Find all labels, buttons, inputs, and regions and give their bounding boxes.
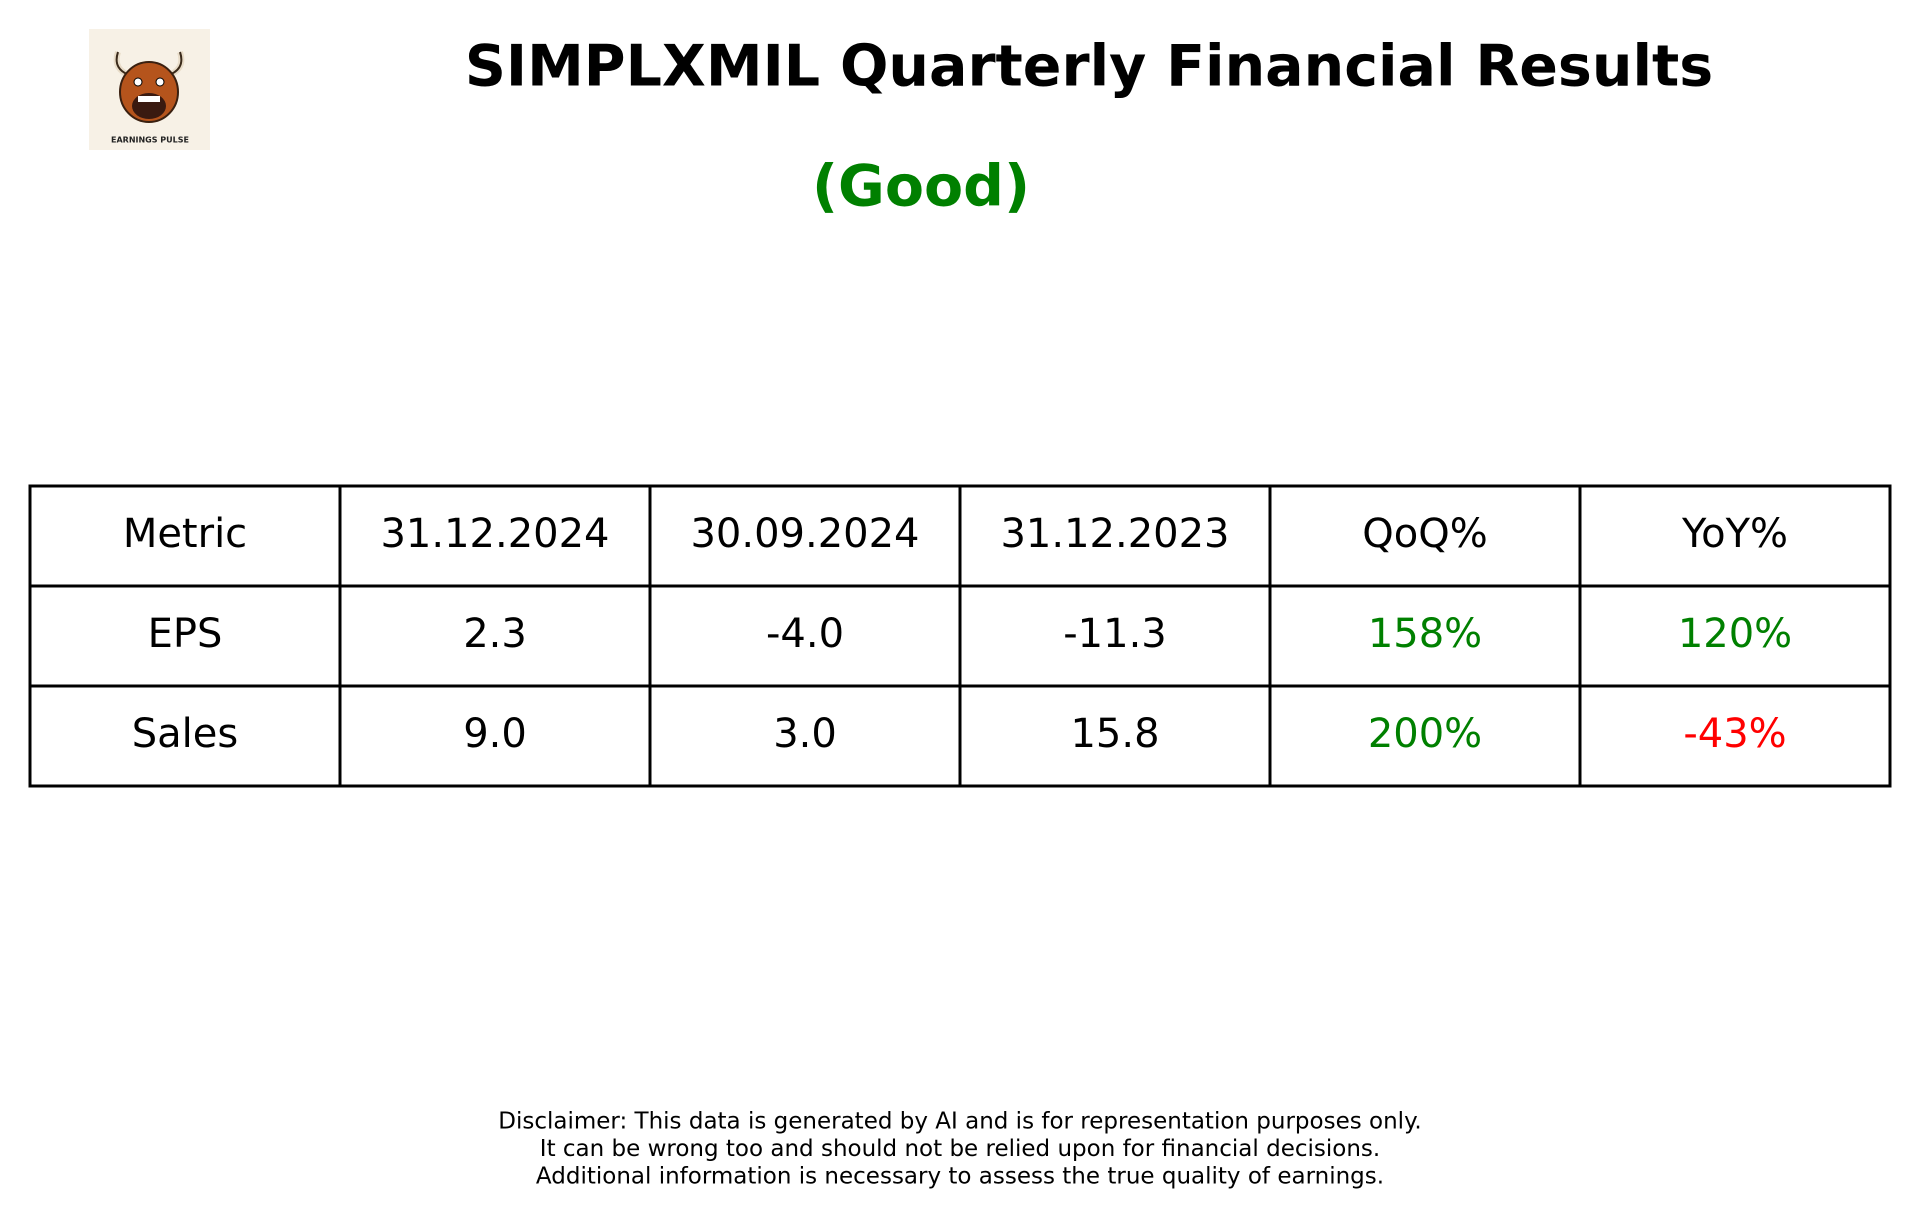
header-text: QoQ% (1362, 511, 1487, 557)
cell (1268, 584, 1582, 688)
disclaimer-line: Disclaimer: This data is generated by AI… (498, 1109, 1421, 1135)
verdict: (Good) (812, 154, 1030, 220)
cell-text: Sales (132, 711, 238, 757)
cell (338, 584, 652, 688)
cell (28, 684, 342, 788)
disclaimer: Disclaimer: This data is generated by AI… (498, 1109, 1421, 1190)
cell-text: 2.3 (463, 611, 527, 657)
cell-text: -4.0 (766, 611, 844, 657)
logo-label: EARNINGS PULSE (111, 136, 189, 145)
cell-text: 120% (1678, 611, 1792, 657)
cell-text: -11.3 (1063, 611, 1167, 657)
cell-text: EPS (148, 611, 223, 657)
header-text: Metric (123, 511, 247, 557)
cell (28, 584, 342, 688)
logo-teeth (138, 96, 160, 102)
logo: EARNINGS PULSE (89, 29, 210, 150)
disclaimer-line: It can be wrong too and should not be re… (540, 1136, 1380, 1162)
cell (1578, 584, 1892, 688)
cell-text: 158% (1368, 611, 1482, 657)
disclaimer-line: Additional information is necessary to a… (536, 1164, 1384, 1190)
cell (958, 684, 1272, 788)
cell (1268, 684, 1582, 788)
header-cell (28, 484, 342, 588)
cell-text: 15.8 (1070, 711, 1159, 757)
header-text: 31.12.2023 (1000, 511, 1229, 557)
cell-text: -43% (1683, 711, 1786, 757)
logo-eye (155, 77, 165, 87)
cell (1578, 684, 1892, 788)
header-text: YoY% (1681, 511, 1788, 557)
cell-text: 3.0 (773, 711, 837, 757)
logo-eye (133, 77, 143, 87)
cell (338, 684, 652, 788)
header-text: 30.09.2024 (690, 511, 919, 557)
header-text: 31.12.2024 (380, 511, 609, 557)
table: Metric 31.12.2024 30.09.2024 31.12.2023 QoQ%… (28, 484, 1892, 788)
title: SIMPLXMIL Quarterly Financial Results (465, 34, 1713, 100)
cell (958, 584, 1272, 688)
header-cell (1578, 484, 1892, 588)
cell-text: 200% (1368, 711, 1482, 757)
cell (648, 684, 962, 788)
cell-text: 9.0 (463, 711, 527, 757)
